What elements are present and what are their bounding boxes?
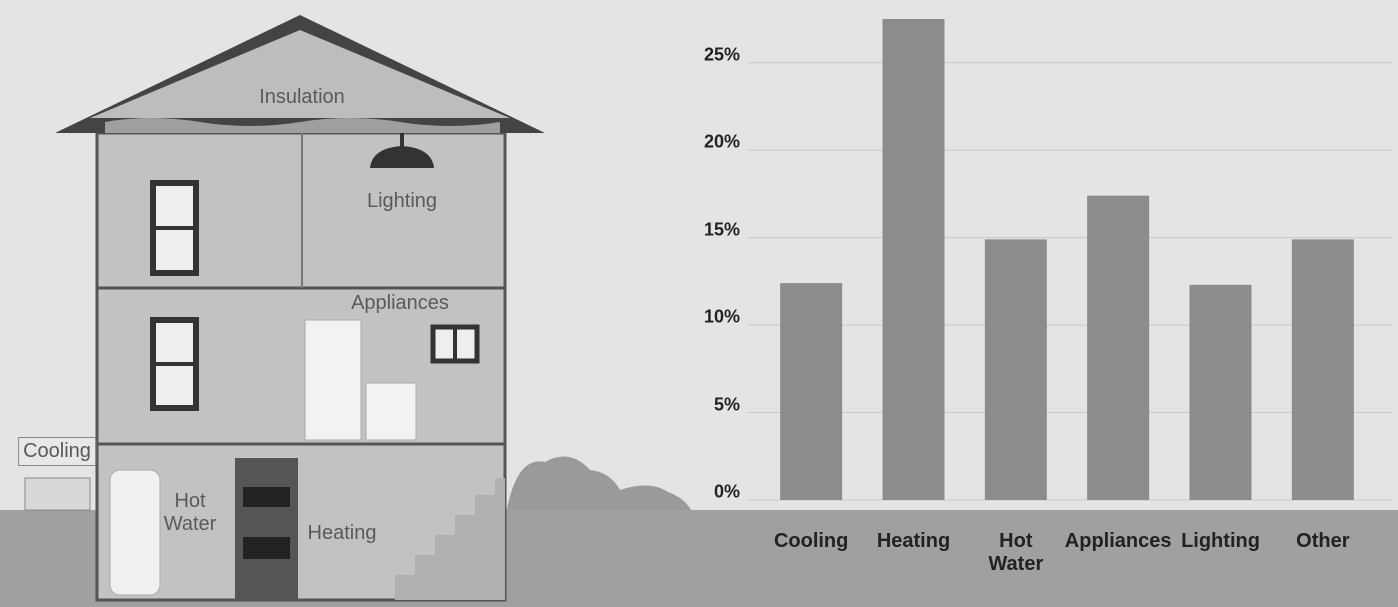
bar (780, 283, 843, 500)
lamp (370, 146, 434, 168)
house-label: Lighting (366, 190, 438, 212)
house-label: Insulation (259, 86, 345, 108)
fridge (304, 319, 362, 441)
x-tick-label: Heating (876, 530, 951, 552)
house-label: Appliances (351, 292, 449, 314)
y-tick-label: 20% (703, 131, 740, 152)
house-label: Cooling (18, 437, 96, 466)
y-tick-label: 25% (703, 44, 740, 65)
bar (882, 18, 945, 501)
house-label: Heating (307, 522, 377, 544)
x-tick-label: Appliances (1064, 530, 1172, 552)
ac-unit (24, 477, 91, 511)
furnace (243, 537, 290, 559)
x-tick-label: Cooling (773, 530, 849, 552)
x-tick-label: Hot Water (988, 530, 1044, 575)
bar (1291, 239, 1354, 500)
stairs (395, 478, 505, 600)
bar (1189, 284, 1252, 500)
y-tick-label: 5% (713, 394, 740, 415)
y-tick-label: 10% (703, 306, 740, 327)
bushes (505, 456, 695, 520)
x-tick-label: Other (1296, 530, 1350, 552)
water-heater (109, 469, 161, 596)
bar (984, 239, 1047, 500)
furnace (235, 458, 298, 600)
house-label: Hot Water (163, 490, 217, 535)
y-tick-label: 15% (703, 219, 740, 240)
y-tick-label: 0% (713, 481, 740, 502)
dishwasher (365, 382, 417, 441)
attic (90, 30, 510, 118)
furnace (243, 487, 290, 507)
insulation-band (105, 118, 500, 133)
bar (1087, 195, 1150, 500)
x-tick-label: Lighting (1181, 530, 1260, 552)
